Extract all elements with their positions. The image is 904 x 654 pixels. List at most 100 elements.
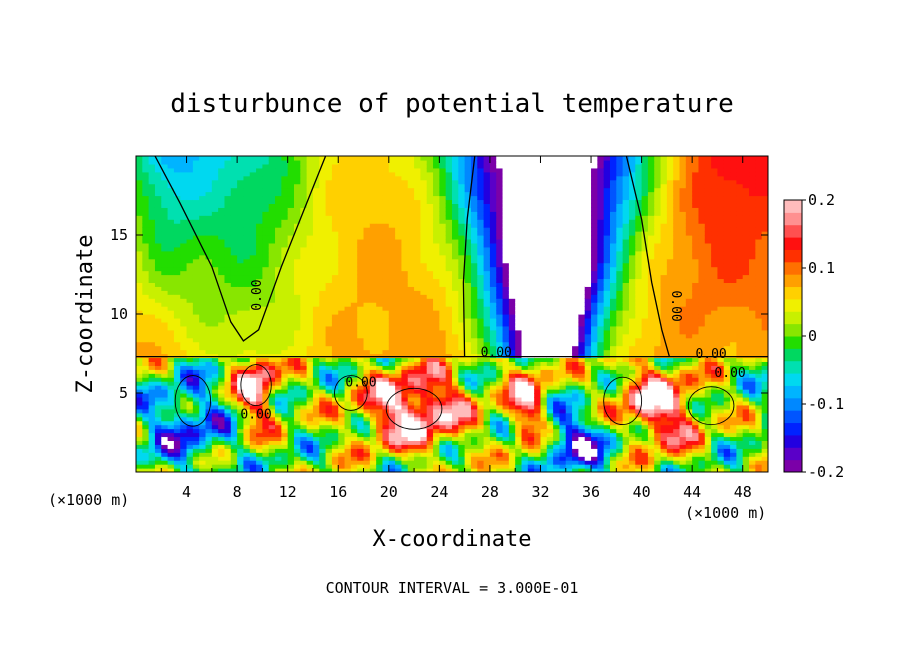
field-cell: [521, 381, 529, 386]
field-cell: [420, 404, 428, 410]
field-cell: [369, 302, 377, 307]
field-cell: [496, 361, 504, 366]
field-cell: [477, 389, 485, 394]
field-cell: [275, 219, 282, 224]
field-cell: [192, 238, 200, 244]
field-cell: [350, 258, 358, 264]
field-cell: [515, 468, 523, 472]
field-cell: [369, 329, 377, 335]
field-cell: [496, 310, 504, 315]
field-cell: [268, 325, 276, 331]
field-cell: [508, 278, 516, 283]
field-cell: [388, 440, 396, 445]
field-cell: [142, 258, 150, 264]
field-cell: [281, 317, 289, 323]
field-cell: [376, 321, 384, 327]
field-cell: [281, 215, 289, 220]
field-cell: [173, 262, 181, 268]
field-cell: [218, 187, 226, 193]
field-cell: [376, 302, 384, 307]
field-cell: [161, 393, 169, 398]
field-cell: [173, 207, 181, 212]
field-cell: [319, 219, 327, 224]
field-cell: [426, 223, 434, 228]
field-cell: [256, 444, 263, 449]
field-cell: [357, 310, 365, 315]
field-cell: [148, 211, 156, 216]
field-cell: [489, 468, 497, 472]
field-cell: [331, 381, 339, 386]
field-cell: [464, 424, 472, 430]
field-cell: [237, 325, 245, 331]
field-cell: [407, 156, 415, 161]
field-cell: [148, 254, 156, 260]
field-cell: [439, 420, 447, 426]
field-cell: [508, 238, 516, 244]
field-cell: [420, 396, 428, 402]
field-cell: [502, 452, 510, 457]
field-cell: [508, 317, 516, 323]
field-cell: [167, 400, 175, 406]
field-cell: [458, 396, 466, 402]
field-cell: [458, 389, 466, 394]
field-cell: [407, 321, 415, 327]
field-cell: [142, 377, 150, 382]
field-cell: [527, 464, 535, 469]
field-cell: [527, 400, 535, 406]
field-cell: [294, 464, 301, 469]
field-cell: [148, 274, 156, 280]
field-cell: [275, 432, 282, 438]
field-cell: [199, 385, 207, 390]
field-cell: [433, 175, 440, 181]
field-cell: [426, 219, 434, 224]
field-cell: [344, 223, 352, 228]
field-cell: [268, 238, 276, 244]
field-cell: [211, 452, 219, 457]
field-cell: [395, 294, 403, 299]
field-cell: [515, 440, 523, 445]
field-cell: [496, 393, 504, 398]
field-cell: [319, 298, 327, 303]
field-cell: [407, 404, 415, 410]
field-cell: [237, 227, 245, 232]
field-cell: [357, 246, 365, 252]
field-cell: [136, 191, 143, 197]
field-cell: [192, 329, 200, 335]
field-cell: [218, 163, 226, 169]
field-cell: [199, 191, 207, 197]
field-cell: [433, 250, 440, 256]
field-cell: [268, 215, 276, 220]
field-cell: [369, 199, 377, 204]
field-cell: [445, 191, 453, 197]
field-cell: [294, 428, 301, 434]
field-cell: [344, 179, 352, 185]
field-cell: [344, 369, 352, 374]
field-cell: [287, 290, 295, 295]
field-cell: [268, 183, 276, 189]
field-cell: [338, 361, 346, 366]
field-cell: [256, 452, 263, 457]
field-cell: [464, 238, 472, 244]
field-cell: [192, 393, 200, 398]
field-cell: [477, 325, 485, 331]
field-cell: [521, 195, 529, 201]
field-cell: [502, 381, 510, 386]
field-cell: [433, 448, 440, 453]
field-cell: [154, 191, 162, 197]
field-cell: [180, 310, 188, 315]
field-cell: [192, 294, 200, 299]
field-cell: [470, 215, 478, 220]
field-cell: [388, 254, 396, 260]
field-cell: [426, 420, 434, 426]
field-cell: [464, 361, 472, 366]
field-cell: [136, 460, 143, 465]
field-cell: [154, 361, 162, 366]
field-cell: [382, 389, 390, 394]
field-cell: [300, 416, 308, 422]
field-cell: [287, 377, 295, 382]
field-cell: [230, 389, 238, 394]
field-cell: [218, 333, 226, 339]
field-cell: [331, 187, 339, 193]
field-cell: [357, 393, 365, 398]
field-cell: [148, 468, 156, 472]
